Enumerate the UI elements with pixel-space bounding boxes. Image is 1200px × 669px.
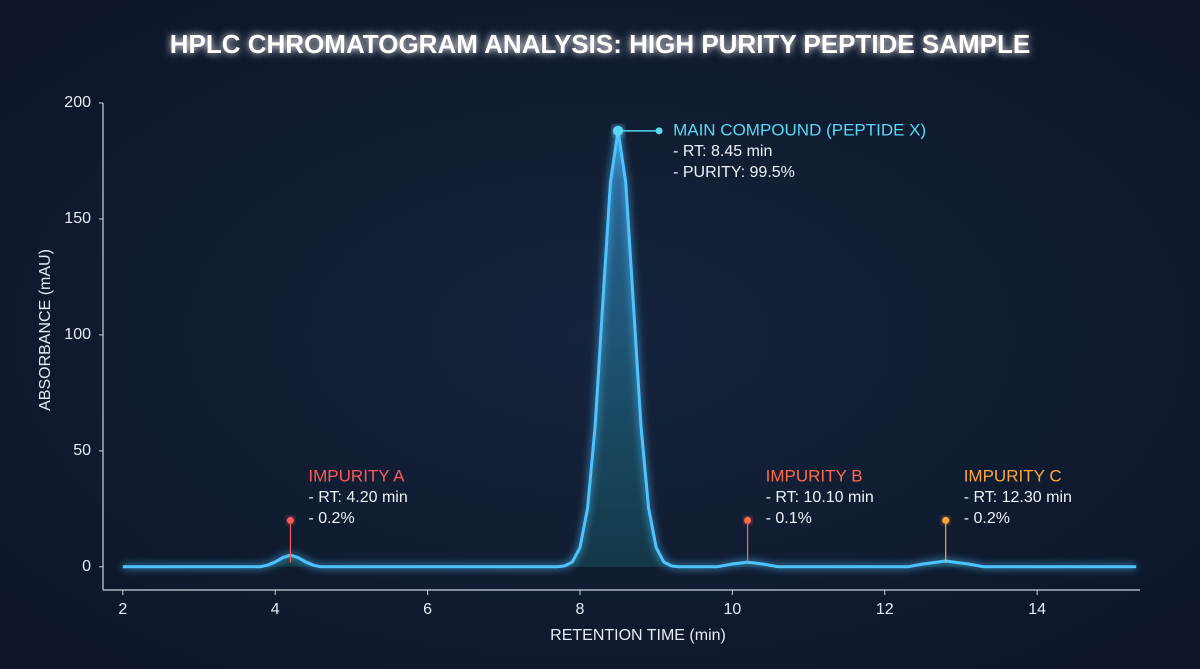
annotation-line: - RT: 8.45 min — [673, 143, 772, 160]
x-tick-label: 6 — [423, 601, 432, 618]
annotation-marker — [286, 516, 294, 524]
y-tick-label: 0 — [82, 558, 91, 575]
annotation-line: - 0.1% — [766, 510, 812, 527]
x-tick-label: 4 — [271, 601, 280, 618]
line-series — [122, 129, 1137, 569]
annotation-line: - RT: 4.20 min — [308, 489, 407, 506]
annotation-marker — [942, 516, 950, 524]
annotation: IMPURITY B - RT: 10.10 min - 0.1% — [744, 466, 874, 563]
x-axis-label: RETENTION TIME (min) — [550, 627, 726, 644]
annotation-marker — [744, 516, 752, 524]
line-area — [122, 130, 1137, 567]
annotation-title: IMPURITY C — [964, 466, 1062, 485]
y-tick-label: 50 — [73, 442, 91, 459]
x-tick-label: 12 — [876, 601, 894, 618]
annotation-line: - PURITY: 99.5% — [673, 164, 795, 181]
y-axis-label: ABSORBANCE (mAU) — [37, 249, 54, 411]
chart-title: HPLC CHROMATOGRAM ANALYSIS: HIGH PURITY … — [170, 29, 1030, 59]
annotation-title: IMPURITY B — [766, 466, 863, 485]
x-tick-label: 10 — [723, 601, 741, 618]
annotation-line: - 0.2% — [308, 510, 354, 527]
annotation: MAIN COMPOUND (PEPTIDE X) - RT: 8.45 min -… — [613, 120, 926, 181]
annotation-dot — [655, 127, 663, 135]
annotation: IMPURITY A - RT: 4.20 min - 0.2% — [286, 466, 408, 563]
x-tick-label: 14 — [1028, 601, 1046, 618]
y-tick-label: 150 — [64, 210, 91, 227]
annotation: IMPURITY C - RT: 12.30 min - 0.2% — [942, 466, 1072, 563]
y-tick-label: 200 — [64, 94, 91, 111]
annotation-title: IMPURITY A — [308, 466, 405, 485]
x-tick-label: 8 — [576, 601, 585, 618]
annotation-line: - RT: 10.10 min — [766, 489, 874, 506]
annotation-line: - 0.2% — [964, 510, 1010, 527]
x-tick-label: 2 — [118, 601, 127, 618]
annotation-title: MAIN COMPOUND (PEPTIDE X) — [673, 120, 926, 139]
y-tick-label: 100 — [64, 326, 91, 343]
annotation-marker — [613, 125, 624, 136]
annotation-line: - RT: 12.30 min — [964, 489, 1072, 506]
